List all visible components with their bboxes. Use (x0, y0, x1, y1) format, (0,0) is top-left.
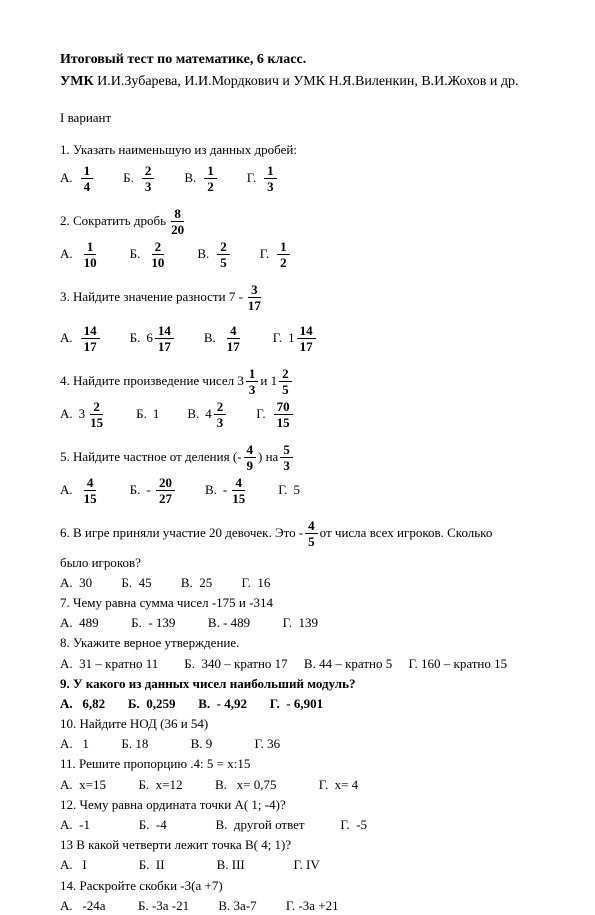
q5-opt-d: Г.5 (278, 481, 300, 499)
q5-text: 5. Найдите частное от деления (- 49 ) на… (60, 443, 295, 472)
fraction: 25 (217, 240, 230, 269)
q1-opt-c: В.12 (184, 164, 218, 193)
q2-opt-b: Б.210 (130, 240, 170, 269)
q5-opt-b: Б.- 2027 (130, 476, 177, 505)
fraction: 12 (204, 164, 217, 193)
fraction: 14 (81, 164, 94, 193)
q4-opt-a: А.3215 (60, 400, 108, 429)
fraction: 415 (229, 476, 248, 505)
q8-text: 8. Укажите верное утверждение. (60, 634, 535, 652)
q6-text: 6. В игре приняли участие 20 девочек. Эт… (60, 519, 492, 548)
fraction: 12 (277, 240, 290, 269)
q2-options: А.110 Б.210 В.25 Г.12 (60, 240, 535, 269)
mixed-number: 3215 (79, 400, 109, 429)
q4-options: А.3215 Б.1 В.423 Г.7015 (60, 400, 535, 429)
mixed-number: 61417 (146, 324, 176, 353)
fraction: 25 (279, 367, 292, 396)
q10-options: А. 1 Б. 18 В. 9 Г. 36 (60, 735, 535, 753)
q11-options: А. х=15 Б. х=12 В. х= 0,75 Г. х= 4 (60, 776, 535, 794)
fraction: 210 (148, 240, 167, 269)
fraction: 1417 (155, 324, 174, 353)
q7-text: 7. Чему равна сумма чисел -175 и -314 (60, 594, 535, 612)
q3-options: А.1417 Б.61417 В.417 Г.11417 (60, 324, 535, 353)
mixed-number: 11417 (288, 324, 318, 353)
umk-line-1: УМК И.И.Зубарева, И.И.Мордкович и УМК Н.… (60, 72, 535, 92)
q1-options: А.14 Б.23 В.12 Г.13 (60, 164, 535, 193)
q2-text: 2. Сократить дробь 820 (60, 207, 189, 236)
q11-text: 11. Решите пропорцию .4: 5 = х:15 (60, 755, 535, 773)
q2-opt-d: Г.12 (260, 240, 292, 269)
fraction: 215 (87, 400, 106, 429)
fraction: 417 (224, 324, 243, 353)
fraction: 1417 (81, 324, 100, 353)
q4-opt-d: Г.7015 (256, 400, 294, 429)
q3-opt-b: Б.61417 (130, 324, 176, 353)
q1-text: 1. Указать наименьшую из данных дробей: (60, 141, 535, 159)
q5-opt-a: А.415 (60, 476, 102, 505)
q12-text: 12. Чему равна ордината точки А( 1; -4)? (60, 796, 535, 814)
q4-text: 4. Найдите произведение чисел 3 13 и 1 2… (60, 367, 294, 396)
fraction: 110 (81, 240, 100, 269)
q12-options: А. -1 Б. -4 В. другой ответ Г. -5 (60, 816, 535, 834)
fraction: 1417 (297, 324, 316, 353)
q9-options: А. 6,82 Б. 0,259 В. - 4,92 Г. - 6,901 (60, 695, 535, 713)
q10-text: 10. Найдите НОД (36 и 54) (60, 715, 535, 733)
fraction: 820 (168, 207, 187, 236)
page-title: Итоговый тест по математике, 6 класс. (60, 50, 535, 70)
q13-text: 13 В какой четверти лежит точка В( 4; 1)… (60, 836, 535, 854)
fraction: 53 (280, 443, 293, 472)
q4-opt-b: Б.1 (136, 405, 159, 423)
umk-content: И.И.Зубарева, И.И.Мордкович и УМК Н.Я.Ви… (94, 74, 519, 89)
variant-label: I вариант (60, 109, 535, 127)
fraction: 23 (142, 164, 155, 193)
q7-options: А. 489 Б. - 139 В. - 489 Г. 139 (60, 614, 535, 632)
fraction: 45 (305, 519, 318, 548)
fraction: 2027 (156, 476, 175, 505)
q8-options: А. 31 – кратно 11 Б. 340 – кратно 17 В. … (60, 655, 535, 673)
fraction: 7015 (274, 400, 293, 429)
q1-opt-a: А.14 (60, 164, 95, 193)
mixed-number: 423 (205, 400, 228, 429)
q1-opt-b: Б.23 (123, 164, 156, 193)
fraction: 415 (81, 476, 100, 505)
q2-opt-c: В.25 (197, 240, 231, 269)
fraction: 23 (214, 400, 227, 429)
fraction: 13 (246, 367, 259, 396)
q3-text: 3. Найдите значение разности 7 - 317 (60, 283, 266, 312)
q5-opt-c: В. - 415 (205, 476, 250, 505)
q3-opt-d: Г.11417 (273, 324, 318, 353)
q5-options: А.415 Б.- 2027 В. - 415 Г.5 (60, 476, 535, 505)
umk-label: УМК (60, 74, 94, 89)
fraction: 317 (245, 283, 264, 312)
q9-text: 9. У какого из данных чисел наибольший м… (60, 675, 535, 693)
q2-opt-a: А.110 (60, 240, 102, 269)
q14-text: 14. Раскройте скобки -3(а +7) (60, 877, 535, 895)
q1-opt-d: Г.13 (247, 164, 279, 193)
q13-options: А. I Б. II В. III Г. IV (60, 856, 535, 874)
q6-options: А. 30 Б. 45 В. 25 Г. 16 (60, 574, 535, 592)
q14-options: А. -24а Б. -3а -21 В. 3а-7 Г. -3а +21 (60, 897, 535, 915)
q3-opt-c: В.417 (204, 324, 245, 353)
fraction: 49 (244, 443, 257, 472)
q3-opt-a: А.1417 (60, 324, 102, 353)
fraction: 13 (264, 164, 277, 193)
q6-line2: было игроков? (60, 554, 535, 572)
q4-opt-c: В.423 (187, 400, 228, 429)
